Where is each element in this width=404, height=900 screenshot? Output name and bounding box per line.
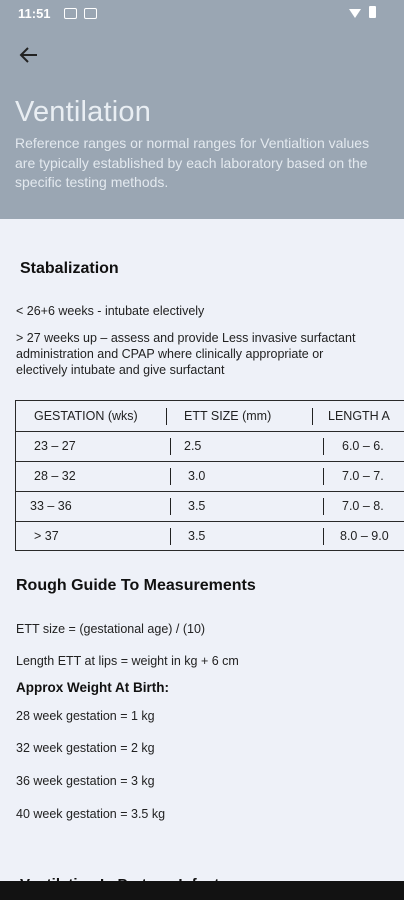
- status-time: 11:51: [18, 6, 51, 21]
- weight-heading: Approx Weight At Birth:: [16, 680, 169, 695]
- table-cell: 3.0: [188, 469, 206, 483]
- page-subtitle: Reference ranges or normal ranges for Ve…: [15, 135, 370, 190]
- weight-28: 28 week gestation = 1 kg: [16, 709, 155, 723]
- content-area[interactable]: Stabalization < 26+6 weeks - intubate el…: [0, 219, 404, 900]
- table-cell: 23 – 27: [34, 439, 76, 453]
- navigation-bar: [0, 881, 404, 900]
- wifi-icon: [349, 9, 361, 18]
- table-cell: 3.5: [188, 499, 206, 513]
- table-cell: > 37: [34, 529, 59, 543]
- back-arrow-icon[interactable]: [16, 44, 42, 70]
- battery-icon: [369, 6, 376, 18]
- table-row: 28 – 32 3.0 7.0 – 7.: [16, 461, 404, 492]
- table-header: ETT SIZE (mm): [184, 409, 272, 423]
- table-cell: 33 – 36: [30, 499, 72, 513]
- weight-40: 40 week gestation = 3.5 kg: [16, 807, 166, 821]
- table-cell: 28 – 32: [34, 469, 76, 483]
- notification-icon: [64, 8, 77, 19]
- page-header: Ventilation Reference ranges or normal r…: [0, 28, 404, 219]
- notification-icon: [84, 8, 97, 19]
- table-cell: 7.0 – 7.: [342, 469, 384, 483]
- table-cell: 2.5: [184, 439, 202, 453]
- weight-32: 32 week gestation = 2 kg: [16, 741, 155, 755]
- section-heading-measurements: Rough Guide To Measurements: [16, 577, 256, 594]
- table-cell: 8.0 – 9.0: [340, 529, 389, 543]
- stabalization-line2: > 27 weeks up – assess and provide Less …: [16, 331, 356, 377]
- table-header: LENGTH A: [328, 409, 390, 423]
- status-bar: 11:51: [0, 0, 404, 28]
- table-cell: 7.0 – 8.: [342, 499, 384, 513]
- table-header-row: GESTATION (wks) ETT SIZE (mm) LENGTH A: [16, 401, 404, 432]
- table-row: 33 – 36 3.5 7.0 – 8.: [16, 491, 404, 522]
- section-heading-stabalization: Stabalization: [20, 260, 119, 277]
- stabalization-line1: < 26+6 weeks - intubate electively: [16, 304, 205, 318]
- table-row: 23 – 27 2.5 6.0 – 6.: [16, 431, 404, 462]
- ett-table[interactable]: GESTATION (wks) ETT SIZE (mm) LENGTH A 2…: [15, 400, 404, 551]
- ett-size-formula: ETT size = (gestational age) / (10): [16, 622, 206, 636]
- table-cell: 3.5: [188, 529, 206, 543]
- table-header: GESTATION (wks): [34, 409, 138, 423]
- weight-36: 36 week gestation = 3 kg: [16, 774, 155, 788]
- length-formula: Length ETT at lips = weight in kg + 6 cm: [16, 654, 239, 668]
- page-title: Ventilation: [15, 96, 152, 128]
- table-cell: 6.0 – 6.: [342, 439, 384, 453]
- table-row: > 37 3.5 8.0 – 9.0: [16, 521, 404, 551]
